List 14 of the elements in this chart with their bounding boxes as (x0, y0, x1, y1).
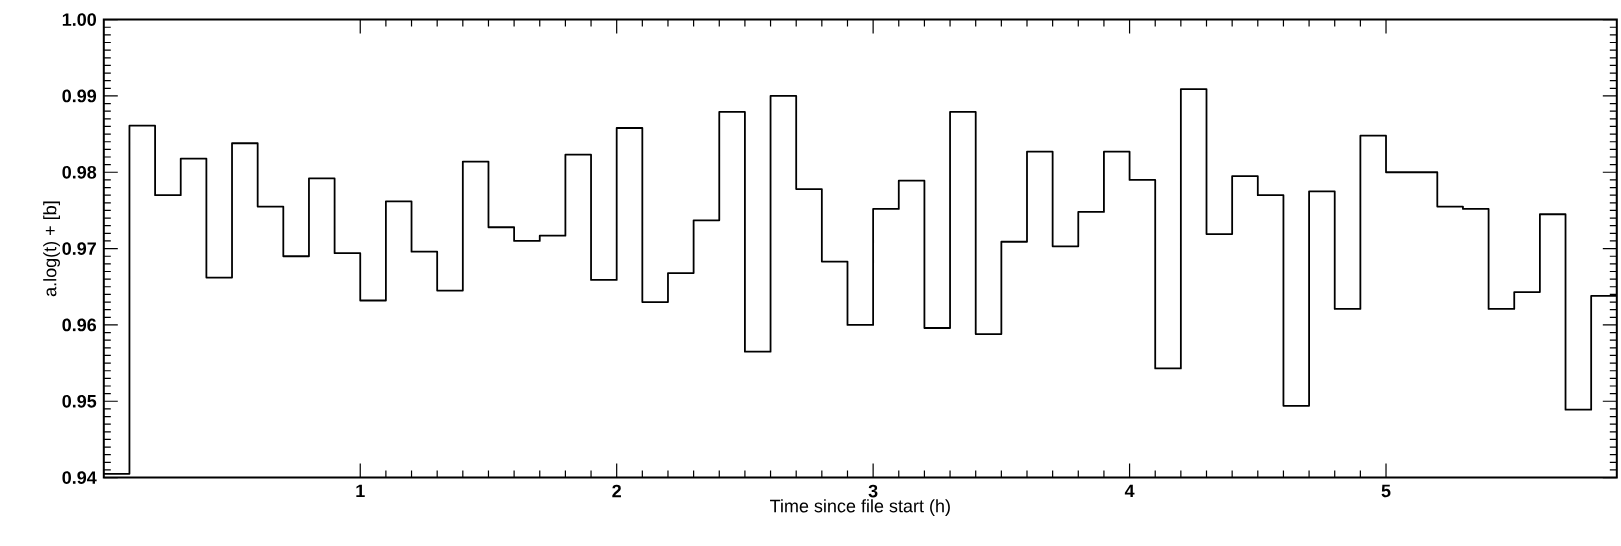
y-tick-label: 0.99 (62, 89, 97, 103)
y-tick-label: 0.94 (62, 471, 97, 484)
x-tick-label: 1 (356, 484, 365, 498)
y-tick-label: 0.95 (62, 394, 97, 408)
x-tick-label: 4 (1124, 484, 1135, 498)
x-tick-label: 3 (868, 484, 878, 498)
y-tick-label: 0.96 (62, 318, 97, 332)
x-tick-label: 5 (1381, 484, 1391, 498)
y-tick-label: 0.97 (62, 242, 96, 255)
y-tick-label: 0.98 (62, 165, 97, 179)
y-axis-title: a.log(t) + [b] (43, 201, 60, 297)
y-tick-label: 1.00 (62, 13, 97, 26)
x-tick-label: 2 (612, 484, 621, 498)
x-axis-title: Time since file start (h) (770, 499, 950, 516)
